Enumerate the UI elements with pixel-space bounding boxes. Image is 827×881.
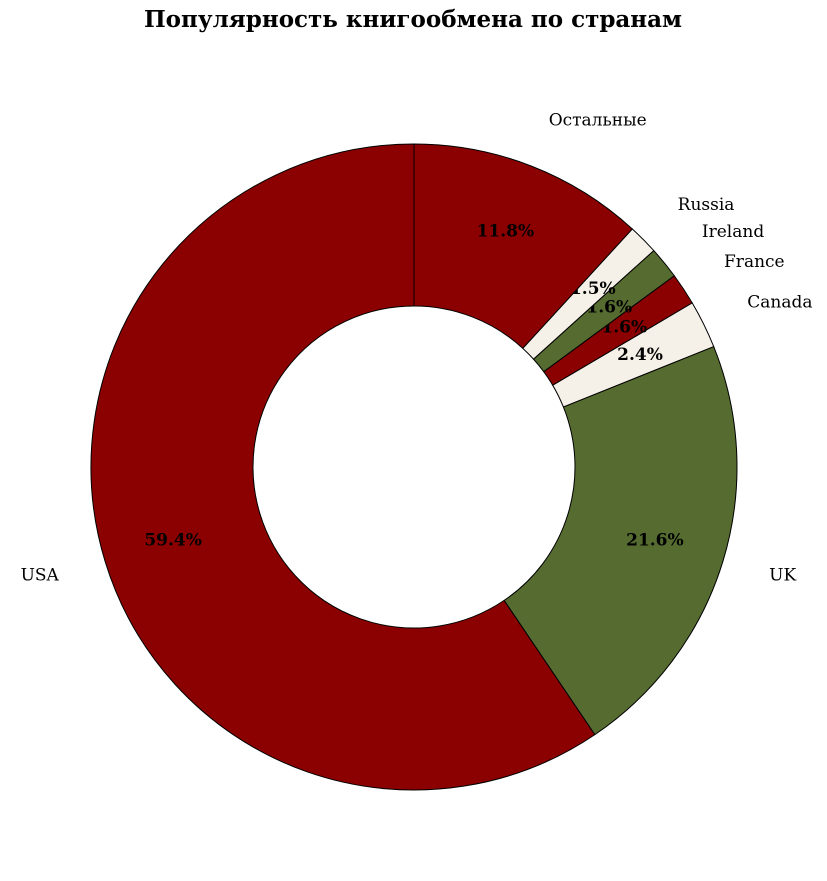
slice-label: Остальные xyxy=(549,110,647,130)
slice-label: France xyxy=(724,252,785,272)
percent-label: 11.8% xyxy=(477,222,535,242)
slice-label: Ireland xyxy=(702,222,764,242)
percent-label: 59.4% xyxy=(144,530,202,550)
slice-label: UK xyxy=(769,565,796,585)
percent-label: 1.6% xyxy=(601,318,647,338)
donut-slice xyxy=(503,345,738,736)
donut-slice xyxy=(90,143,596,791)
slice-label: Canada xyxy=(747,292,812,312)
donut-slice xyxy=(413,143,634,350)
percent-label: 21.6% xyxy=(626,530,684,550)
slice-label: USA xyxy=(21,565,60,585)
percent-label: 2.4% xyxy=(617,345,663,365)
slice-label: Russia xyxy=(678,195,735,215)
percent-label: 1.6% xyxy=(586,297,632,317)
chart-title: Популярность книгообмена по странам xyxy=(144,6,682,33)
